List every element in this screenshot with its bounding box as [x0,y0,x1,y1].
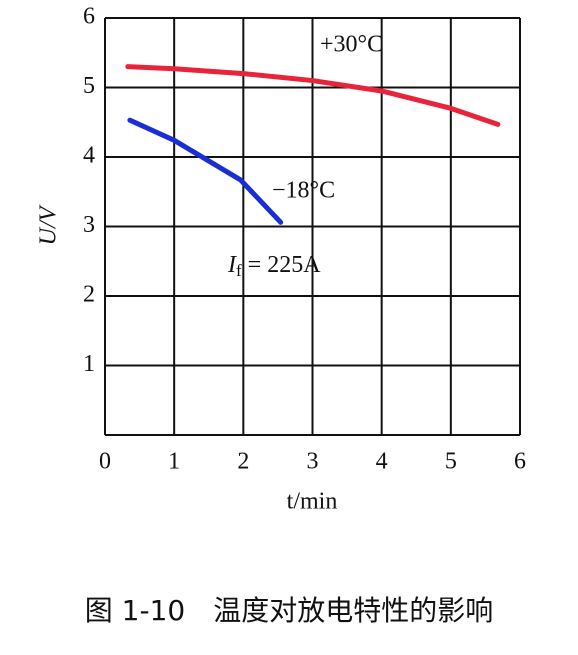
series-label: +30°C [320,32,383,58]
y-tick-label: 3 [83,212,95,238]
x-tick-label: 4 [376,449,388,475]
annotation-text: = 225A [242,252,322,278]
y-tick-label: 5 [83,73,95,99]
series-line [127,117,284,225]
x-tick-label: 2 [237,449,249,475]
x-tick-label: 0 [99,449,111,475]
x-tick-label: 1 [168,449,180,475]
x-tick-label: 6 [514,449,526,475]
x-tick-label: 5 [445,449,457,475]
x-tick-label: 3 [307,449,319,475]
annotation: If = 225A [227,252,321,280]
y-tick-label: 6 [83,4,95,30]
annotation-base: I [227,252,237,278]
x-axis-label: t/min [287,489,338,515]
series-label: −18°C [272,178,335,204]
caption: 图 1-10 温度对放电特性的影响 [85,594,493,627]
y-tick-label: 2 [83,282,95,308]
y-axis-label: U/V [36,204,62,245]
series-line [125,64,501,127]
y-tick-label: 4 [83,143,95,169]
y-tick-label: 1 [83,351,95,377]
annotation-sub: f [236,261,242,280]
